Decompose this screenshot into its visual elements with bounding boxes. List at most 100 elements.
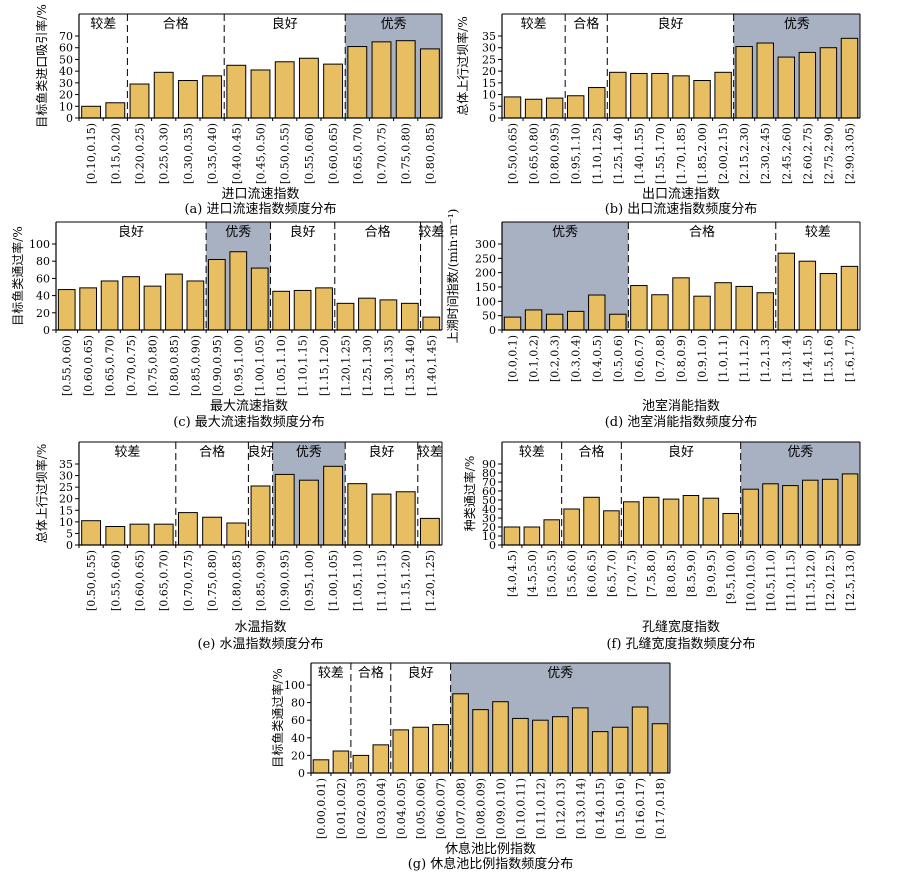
y-tick-label: 70 <box>482 476 496 489</box>
bar <box>693 80 711 119</box>
x-tick-label: [0.04,0.05) <box>395 778 408 839</box>
x-tick-label: [0.90,0.95) <box>211 335 224 396</box>
bar <box>651 723 669 774</box>
bar <box>841 473 859 546</box>
y-tick-label: 20 <box>59 89 73 102</box>
bar <box>583 496 600 546</box>
y-tick-label: 0 <box>489 539 496 552</box>
x-tick-label: [1.10,1.15) <box>297 335 310 396</box>
x-tick-label: [0.85,0.90) <box>255 550 268 611</box>
bar <box>623 501 640 546</box>
x-tick-label: [1.00,1.05) <box>254 335 267 396</box>
y-tick-label: 10 <box>482 89 496 102</box>
chart-panel: 较差 合格 良好 优秀 0 20 40 60 80 100 [0.00,0.01) [0.01,0.0… <box>270 662 671 872</box>
x-tick-label: [6.0,6.5) <box>586 550 599 597</box>
bar <box>735 285 753 331</box>
y-tick-label: 40 <box>36 290 50 303</box>
bar <box>81 520 102 546</box>
bar <box>777 56 796 119</box>
y-tick-label: 0 <box>43 324 50 337</box>
bar <box>756 292 774 331</box>
x-tick-label: [0.14,0.15) <box>594 778 607 839</box>
x-tick-label: [0.13,0.14) <box>574 778 587 839</box>
x-tick-label: [0.45,0.50) <box>255 123 268 184</box>
y-tick-label: 90 <box>482 458 496 471</box>
x-tick-label: [1.05,1.10) <box>275 335 288 396</box>
y-tick-label: 5 <box>489 100 496 113</box>
y-axis-label: 种类通过率/% <box>462 456 477 531</box>
x-tick-label: [4.5,5.0) <box>526 550 539 597</box>
zone-label: 优秀 <box>784 17 810 32</box>
bar <box>798 260 817 331</box>
y-tick-label: 60 <box>482 485 496 498</box>
x-axis-label: 孔缝宽度指数 <box>642 619 720 635</box>
bar <box>563 508 580 546</box>
bar <box>293 289 312 331</box>
x-axis-label: 最大流速指数 <box>210 399 288 414</box>
bar <box>400 302 419 331</box>
x-tick-label: [1.10,1.15) <box>376 550 389 611</box>
x-tick-label: [0.02,0.03) <box>355 778 368 839</box>
zone-label: 较差 <box>114 445 140 460</box>
bar <box>512 717 529 774</box>
bar <box>603 510 620 546</box>
bar <box>545 97 564 119</box>
x-tick-label: [1.20,1.25) <box>340 335 353 396</box>
bar <box>274 61 295 119</box>
bar <box>609 71 627 119</box>
y-tick-label: 200 <box>475 267 496 280</box>
bar <box>524 309 543 331</box>
x-tick-label: [0.00,0.01) <box>315 778 328 839</box>
bar <box>432 724 449 774</box>
bar <box>202 516 223 546</box>
x-tick-label: [0.55,0.60) <box>61 335 74 396</box>
y-tick-label: 100 <box>284 679 305 692</box>
x-tick-label: [1.05,1.10) <box>351 550 364 611</box>
bar <box>777 252 796 331</box>
x-tick-label: [0.50,0.55) <box>85 550 98 611</box>
y-tick-label: 20 <box>36 307 50 320</box>
y-tick-label: 50 <box>59 53 73 66</box>
y-tick-label: 60 <box>291 714 305 727</box>
bar <box>153 523 174 546</box>
y-tick-label: 25 <box>482 53 496 66</box>
x-tick-label: [1.5,1.6) <box>822 335 835 382</box>
bar <box>819 47 838 119</box>
y-tick-label: 25 <box>59 481 73 494</box>
x-axis-label: 出口流速指数 <box>642 187 720 202</box>
x-tick-label: [1.1,1.2) <box>738 335 751 382</box>
y-axis-label: 目标鱼类通过率/% <box>270 668 285 767</box>
bar <box>651 72 669 119</box>
zone-label: 合格 <box>573 16 599 32</box>
x-axis-label: 进口流速指数 <box>221 187 299 202</box>
x-tick-label: [2.15,2.30) <box>738 123 751 184</box>
bar <box>79 287 98 331</box>
zone-label: 较差 <box>805 225 831 240</box>
bar <box>122 276 140 331</box>
bar <box>105 102 126 119</box>
x-tick-label: [1.85,2.00) <box>696 123 709 184</box>
x-tick-label: [0.85,0.90) <box>189 335 202 396</box>
chart-title: (d) 池室消能指数频度分布 <box>605 414 758 430</box>
zone-label: 较差 <box>417 445 443 460</box>
x-tick-label: [1.6,1.7) <box>843 335 856 382</box>
bar <box>358 297 376 331</box>
zone-label: 优秀 <box>787 445 813 460</box>
x-tick-label: [0.95,1.00) <box>232 335 245 396</box>
x-tick-label: [1.30,1.35) <box>382 335 395 396</box>
x-tick-label: [1.20,1.25) <box>424 550 437 611</box>
bar <box>523 526 541 546</box>
y-tick-label: 40 <box>482 503 496 516</box>
y-tick-label: 30 <box>482 42 496 55</box>
x-tick-label: [1.2,1.3) <box>759 335 772 382</box>
zone-label: 合格 <box>199 444 225 460</box>
x-tick-label: [11.5,12.0) <box>804 550 817 611</box>
bar <box>105 525 126 546</box>
x-tick-label: [0.50,0.65) <box>507 123 520 184</box>
x-tick-label: [0.80,0.95) <box>549 123 562 184</box>
bar <box>840 37 859 119</box>
y-tick-label: 30 <box>59 77 73 90</box>
y-tick-label: 35 <box>482 30 496 43</box>
x-tick-label: [0.65,0.80) <box>528 123 541 184</box>
x-tick-label: [0.5,0.6) <box>612 335 625 382</box>
